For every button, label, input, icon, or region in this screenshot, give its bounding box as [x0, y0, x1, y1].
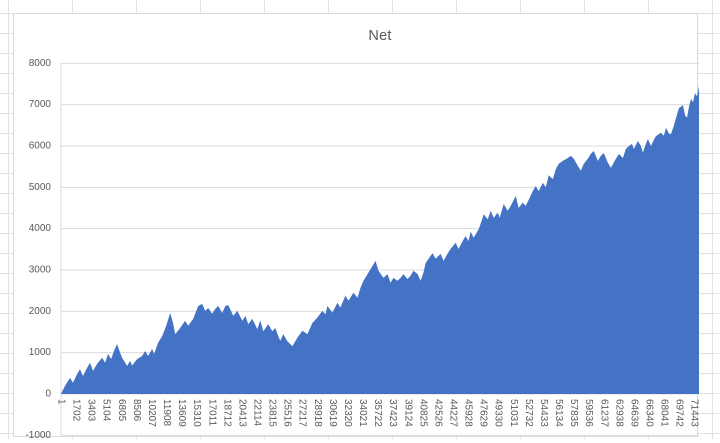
y-tick-label[interactable]: 6000 [29, 141, 52, 152]
x-tick-label[interactable]: 23815 [267, 399, 278, 427]
x-tick-label[interactable]: 69742 [674, 399, 685, 427]
x-tick-label[interactable]: 1702 [71, 399, 82, 422]
x-tick-label[interactable]: 3403 [86, 399, 97, 422]
x-tick-label[interactable]: 5104 [101, 399, 112, 422]
x-tick-label[interactable]: 64639 [628, 399, 639, 427]
x-tick-label[interactable]: 11908 [161, 399, 172, 427]
x-tick-label[interactable]: 40825 [417, 399, 428, 427]
y-tick-label[interactable]: 8000 [29, 58, 52, 69]
x-tick-label[interactable]: 56134 [553, 399, 564, 427]
x-tick-label[interactable]: 59536 [583, 399, 594, 427]
x-tick-label[interactable]: 13609 [176, 399, 187, 427]
x-tick-label[interactable]: 18712 [221, 399, 232, 427]
x-tick-label[interactable]: 66340 [644, 399, 655, 427]
x-tick-label[interactable]: 25516 [282, 399, 293, 427]
x-tick-label[interactable]: 1 [56, 399, 67, 405]
x-tick-label[interactable]: 17011 [206, 399, 217, 427]
x-tick-label[interactable]: 35722 [372, 399, 383, 427]
y-tick-label[interactable]: 5000 [29, 182, 52, 193]
x-tick-label[interactable]: 37423 [387, 399, 398, 427]
x-tick-label[interactable]: 51031 [508, 399, 519, 427]
y-tick-label[interactable]: 4000 [29, 223, 52, 234]
y-tick-label[interactable]: 1000 [29, 347, 52, 358]
x-tick-label[interactable]: 62938 [613, 399, 624, 427]
x-tick-label[interactable]: 34021 [357, 399, 368, 427]
x-tick-label[interactable]: 32320 [342, 399, 353, 427]
x-tick-label[interactable]: 49330 [493, 399, 504, 427]
x-tick-label[interactable]: 20413 [236, 399, 247, 427]
x-tick-label[interactable]: 44227 [448, 399, 459, 427]
x-tick-label[interactable]: 10207 [146, 399, 157, 427]
x-tick-label[interactable]: 15310 [191, 399, 202, 427]
x-tick-label[interactable]: 27217 [297, 399, 308, 427]
x-tick-label[interactable]: 6805 [116, 399, 127, 422]
x-tick-label[interactable]: 22114 [252, 399, 263, 427]
x-tick-label[interactable]: 45928 [463, 399, 474, 427]
x-tick-label[interactable]: 28918 [312, 399, 323, 427]
y-tick-label[interactable]: 2000 [29, 306, 52, 317]
x-tick-label[interactable]: 71443 [689, 399, 700, 427]
x-tick-label[interactable]: 8506 [131, 399, 142, 422]
series-net-area[interactable] [61, 86, 699, 394]
x-tick-label[interactable]: 54433 [538, 399, 549, 427]
y-tick-label[interactable]: 3000 [29, 265, 52, 276]
x-tick-label[interactable]: 39124 [402, 399, 413, 427]
x-tick-label[interactable]: 68041 [659, 399, 670, 427]
y-tick-label[interactable]: 7000 [29, 99, 52, 110]
chart-title[interactable]: Net [368, 28, 392, 44]
x-tick-label[interactable]: 47629 [478, 399, 489, 427]
x-tick-label[interactable]: 42526 [432, 399, 443, 427]
x-tick-label[interactable]: 61237 [598, 399, 609, 427]
chart-object[interactable]: Net -1000 0 1000 2000 3000 4000 5000 6000 7000 80… [13, 13, 700, 441]
x-tick-label[interactable]: 30619 [327, 399, 338, 427]
y-tick-label[interactable]: 0 [45, 389, 51, 400]
x-tick-label[interactable]: 52732 [523, 399, 534, 427]
y-tick-label[interactable]: -1000 [25, 430, 51, 441]
x-tick-label[interactable]: 57835 [568, 399, 579, 427]
